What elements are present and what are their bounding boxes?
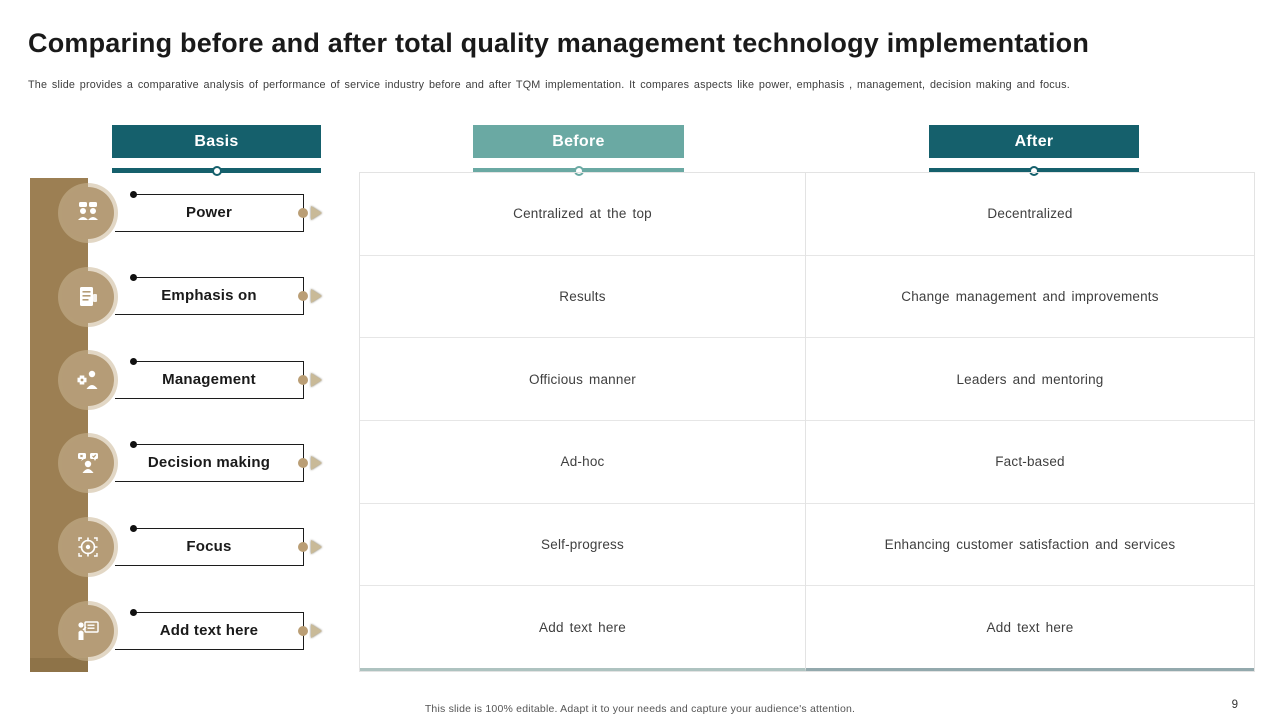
underline-knob xyxy=(1029,165,1039,176)
basis-row-addtext[interactable]: Add text here xyxy=(115,608,322,650)
after-header-label: After xyxy=(1014,132,1054,150)
side-accent-bar xyxy=(30,178,88,672)
table-cell-before-emphasis: Results xyxy=(360,256,805,339)
triangle-arrow-icon xyxy=(311,455,322,470)
after-column: Decentralized Change management and impr… xyxy=(806,173,1254,671)
corner-dot xyxy=(130,190,137,198)
triangle-arrow-icon xyxy=(311,288,322,303)
edge-dot xyxy=(298,625,308,636)
corner-dot xyxy=(130,608,137,616)
before-header-label: Before xyxy=(552,132,605,150)
after-column-header: After xyxy=(929,125,1139,158)
triangle-arrow-icon xyxy=(311,539,322,554)
decision-bubbles-icon xyxy=(62,437,114,489)
table-cell-before-decision: Ad-hoc xyxy=(360,421,805,504)
basis-row-decision[interactable]: Decision making xyxy=(115,440,322,482)
basis-row-power[interactable]: Power xyxy=(115,190,322,232)
basis-header-label: Basis xyxy=(194,132,239,150)
comparison-table: Centralized at the top Results Officious… xyxy=(359,172,1255,672)
editable-note: This slide is 100% editable. Adapt it to… xyxy=(424,703,856,715)
basis-label: Management xyxy=(162,371,256,388)
target-focus-icon xyxy=(62,521,114,573)
table-cell-after-addtext: Add text here xyxy=(986,619,1074,635)
table-cell-before-management: Officious manner xyxy=(360,338,805,422)
table-cell-before-focus: Self-progress xyxy=(360,504,805,587)
page-subtitle: The slide provides a comparative analysi… xyxy=(28,79,1070,91)
basis-header-underline xyxy=(112,165,321,176)
corner-dot xyxy=(130,440,137,448)
people-discussion-icon xyxy=(62,187,114,239)
basis-label: Emphasis on xyxy=(161,287,257,304)
basis-row-management[interactable]: Management xyxy=(115,357,322,399)
corner-dot xyxy=(130,524,137,532)
corner-dot xyxy=(130,273,137,281)
edge-dot xyxy=(298,290,308,301)
table-cell-before-power: Centralized at the top xyxy=(360,173,805,256)
before-header-underline xyxy=(473,165,684,176)
table-cell-after-management: Leaders and mentoring xyxy=(806,338,1254,422)
basis-row-focus[interactable]: Focus xyxy=(115,524,322,566)
side-accent-bar-shadow xyxy=(30,658,88,672)
triangle-arrow-icon xyxy=(311,372,322,387)
table-cell-after-emphasis: Change management and improvements xyxy=(806,256,1254,339)
edge-dot xyxy=(298,374,308,385)
manager-gear-icon xyxy=(62,354,114,406)
basis-row-emphasis[interactable]: Emphasis on xyxy=(115,273,322,315)
table-cell-before-addtext: Add text here xyxy=(539,619,626,635)
presenter-board-icon xyxy=(62,605,114,657)
before-column-header: Before xyxy=(473,125,684,158)
triangle-arrow-icon xyxy=(311,205,322,220)
basis-label: Focus xyxy=(186,538,232,555)
before-column: Centralized at the top Results Officious… xyxy=(360,173,806,671)
corner-dot xyxy=(130,357,137,365)
table-cell-after-decision: Fact-based xyxy=(806,421,1254,504)
edge-dot xyxy=(298,541,308,552)
edge-dot xyxy=(298,457,308,468)
page-title: Comparing before and after total quality… xyxy=(28,28,1090,58)
edge-dot xyxy=(298,207,308,218)
table-cell-after-focus: Enhancing customer satisfaction and serv… xyxy=(806,504,1254,587)
underline-knob xyxy=(573,165,584,176)
basis-column-header: Basis xyxy=(112,125,321,158)
basis-label: Add text here xyxy=(159,622,259,639)
underline-knob xyxy=(211,165,222,176)
page-number: 9 xyxy=(1231,699,1238,711)
triangle-arrow-icon xyxy=(311,623,322,638)
after-header-underline xyxy=(929,165,1139,176)
document-list-icon xyxy=(62,271,114,323)
basis-label: Decision making xyxy=(147,454,271,471)
basis-label: Power xyxy=(185,204,232,221)
table-cell-after-power: Decentralized xyxy=(806,173,1254,256)
